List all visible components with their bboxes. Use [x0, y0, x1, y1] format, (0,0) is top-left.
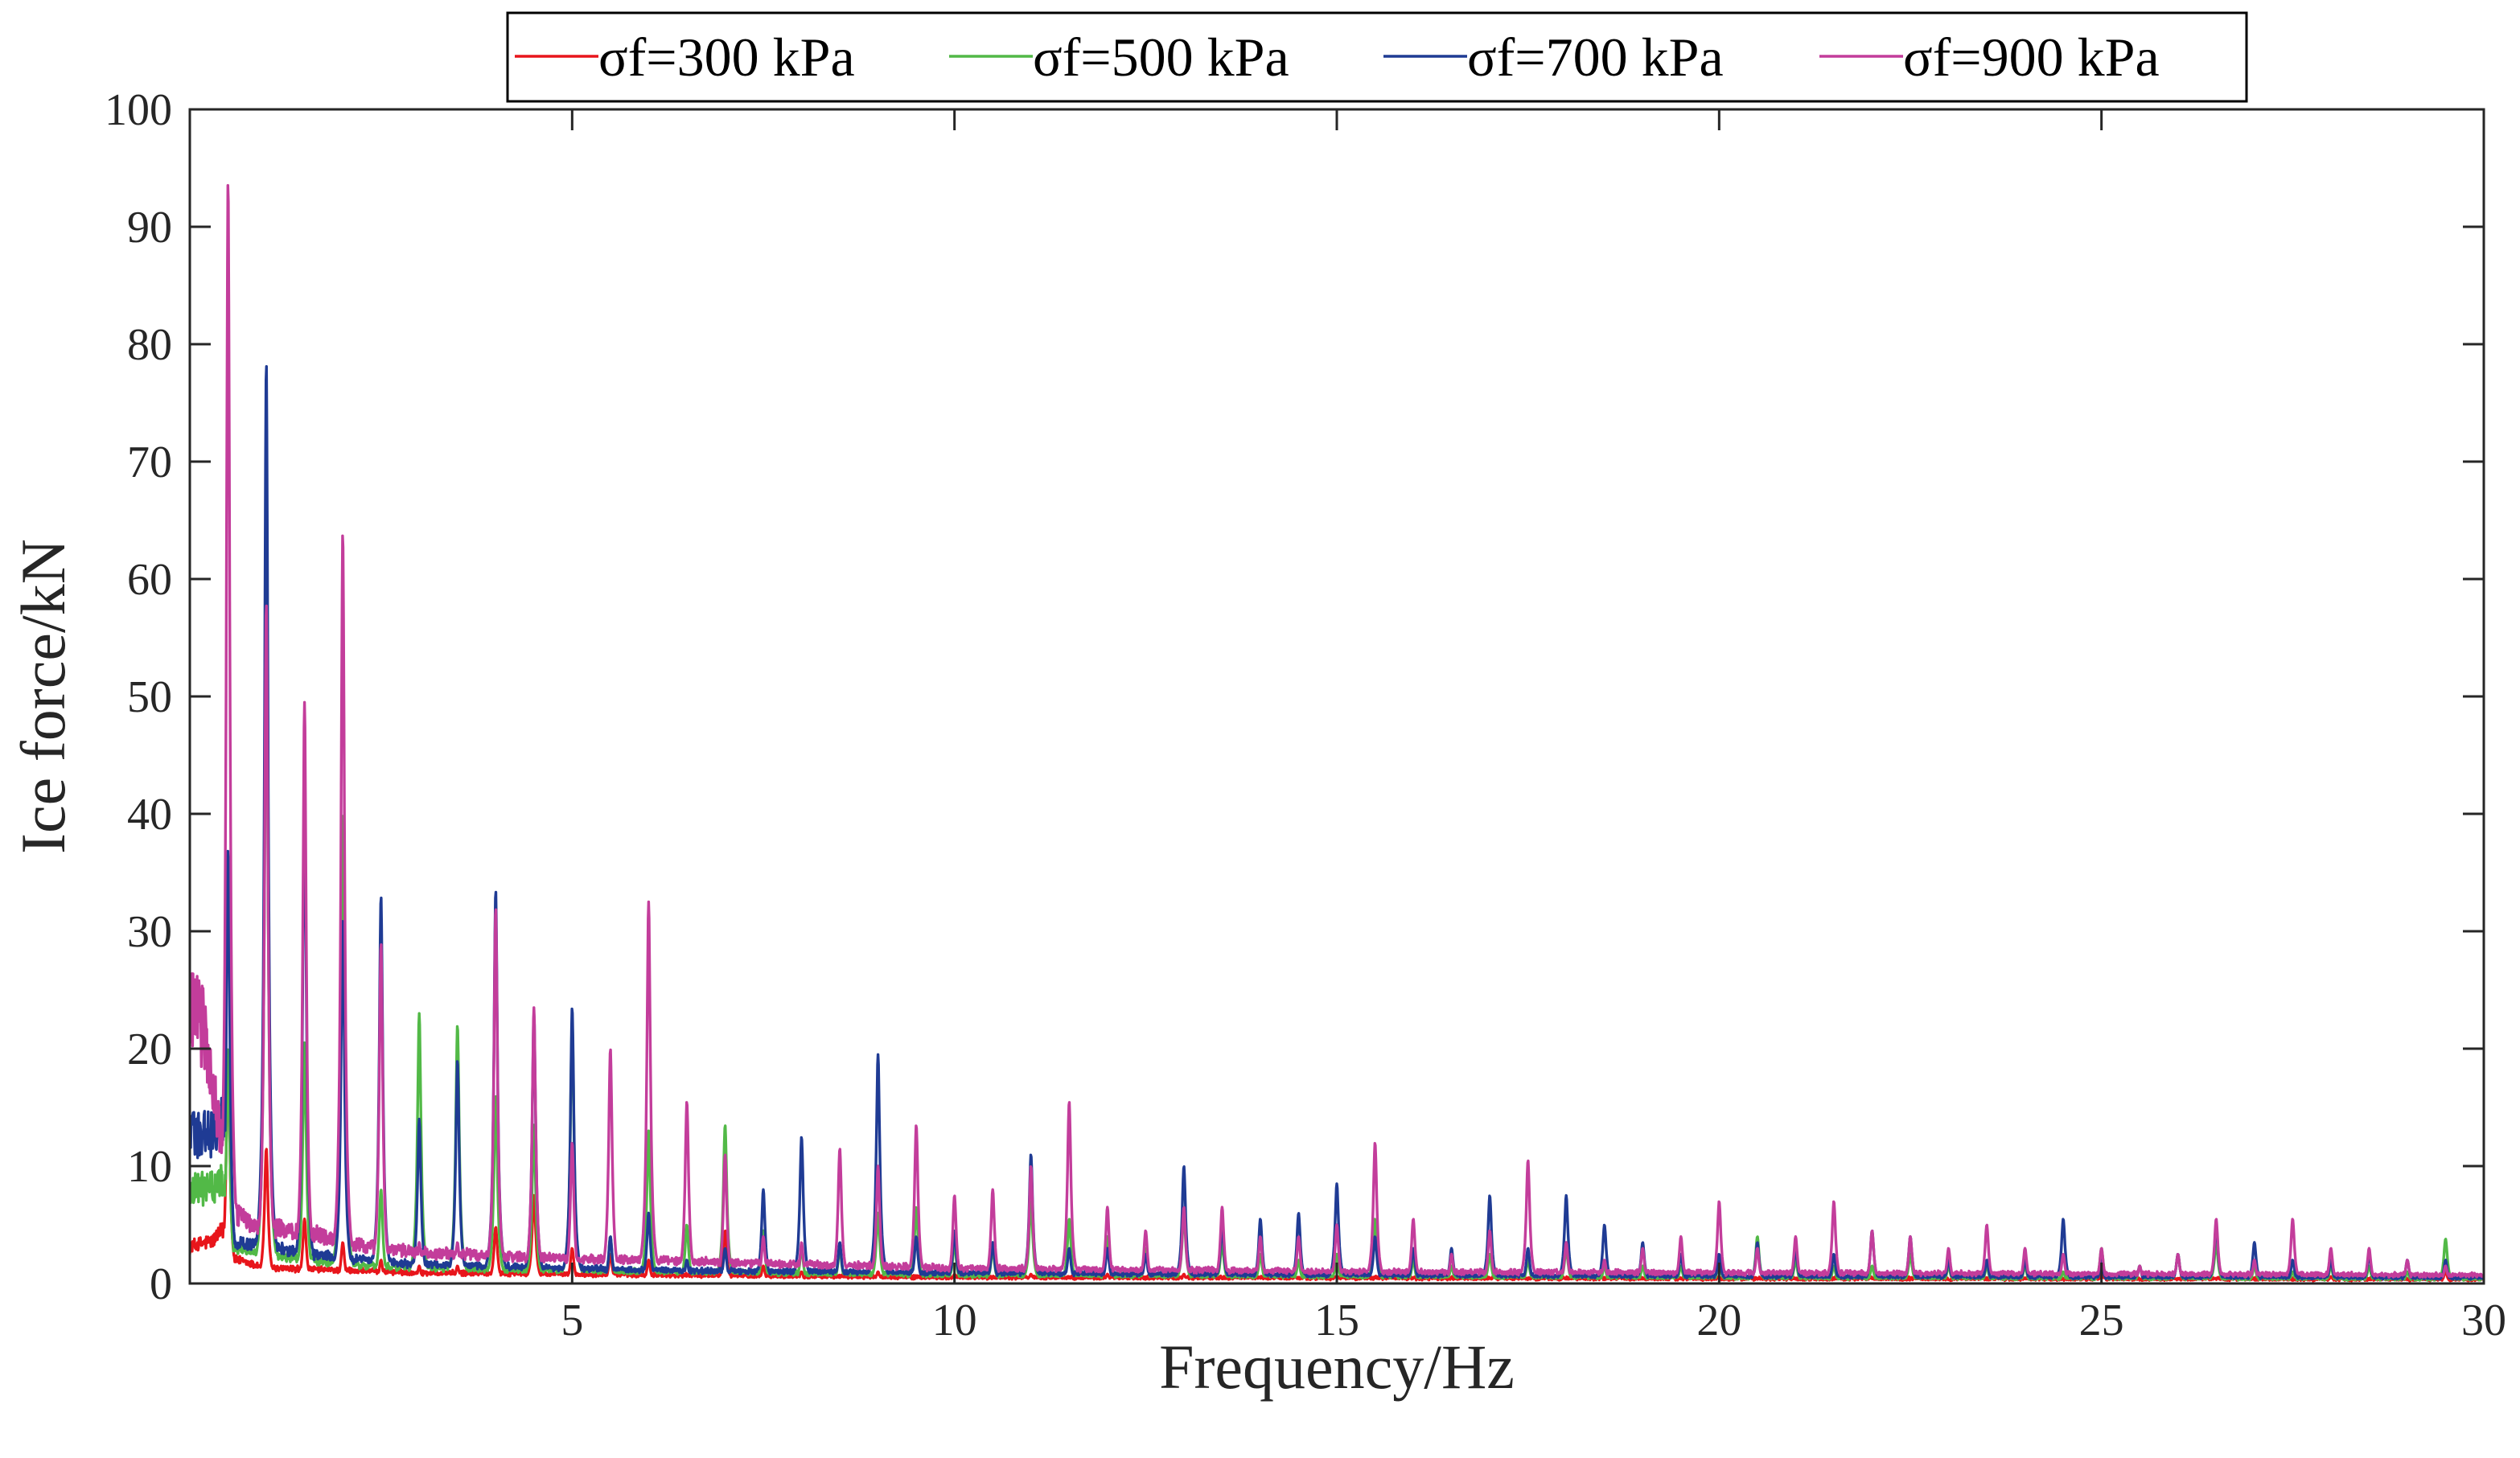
y-axis-title: Ice force/kN [8, 539, 78, 854]
x-tick-label: 10 [932, 1296, 977, 1345]
y-tick-label: 40 [127, 790, 172, 840]
y-tick-label: 30 [127, 907, 172, 957]
legend-box [506, 11, 2248, 103]
plot-background [190, 109, 2484, 1283]
x-axis-title: Frequency/Hz [1159, 1332, 1515, 1402]
x-tick-label: 30 [2461, 1296, 2506, 1345]
legend-label: σf=300 kPa [598, 27, 855, 88]
y-tick-label: 10 [127, 1142, 172, 1192]
y-tick-label: 20 [127, 1025, 172, 1074]
y-tick-label: 100 [105, 85, 172, 135]
x-tick-label: 20 [1696, 1296, 1741, 1345]
x-tick-label: 25 [2079, 1296, 2124, 1345]
y-tick-label: 50 [127, 672, 172, 722]
y-tick-label: 70 [127, 437, 172, 487]
x-tick-label: 15 [1314, 1296, 1359, 1345]
tick-layer: 0 10 20 30 40 50 60 70 80 90 100 5 10 15 20 25 30 [105, 85, 2506, 1345]
legend-label: σf=500 kPa [1033, 27, 1289, 88]
y-tick-label: 0 [150, 1259, 172, 1309]
legend-label: σf=700 kPa [1467, 27, 1724, 88]
y-tick-label: 90 [127, 203, 172, 253]
y-tick-label: 80 [127, 320, 172, 370]
x-tick-label: 5 [561, 1296, 583, 1345]
legend-label: σf=900 kPa [1903, 27, 2160, 88]
y-tick-label: 60 [127, 555, 172, 605]
series-line-4 [190, 183, 2484, 1279]
series-line-3 [190, 365, 2484, 1281]
legend: σf=300 kPa σf=500 kPa σf=700 kPa σf=900 kPa [506, 11, 2248, 103]
